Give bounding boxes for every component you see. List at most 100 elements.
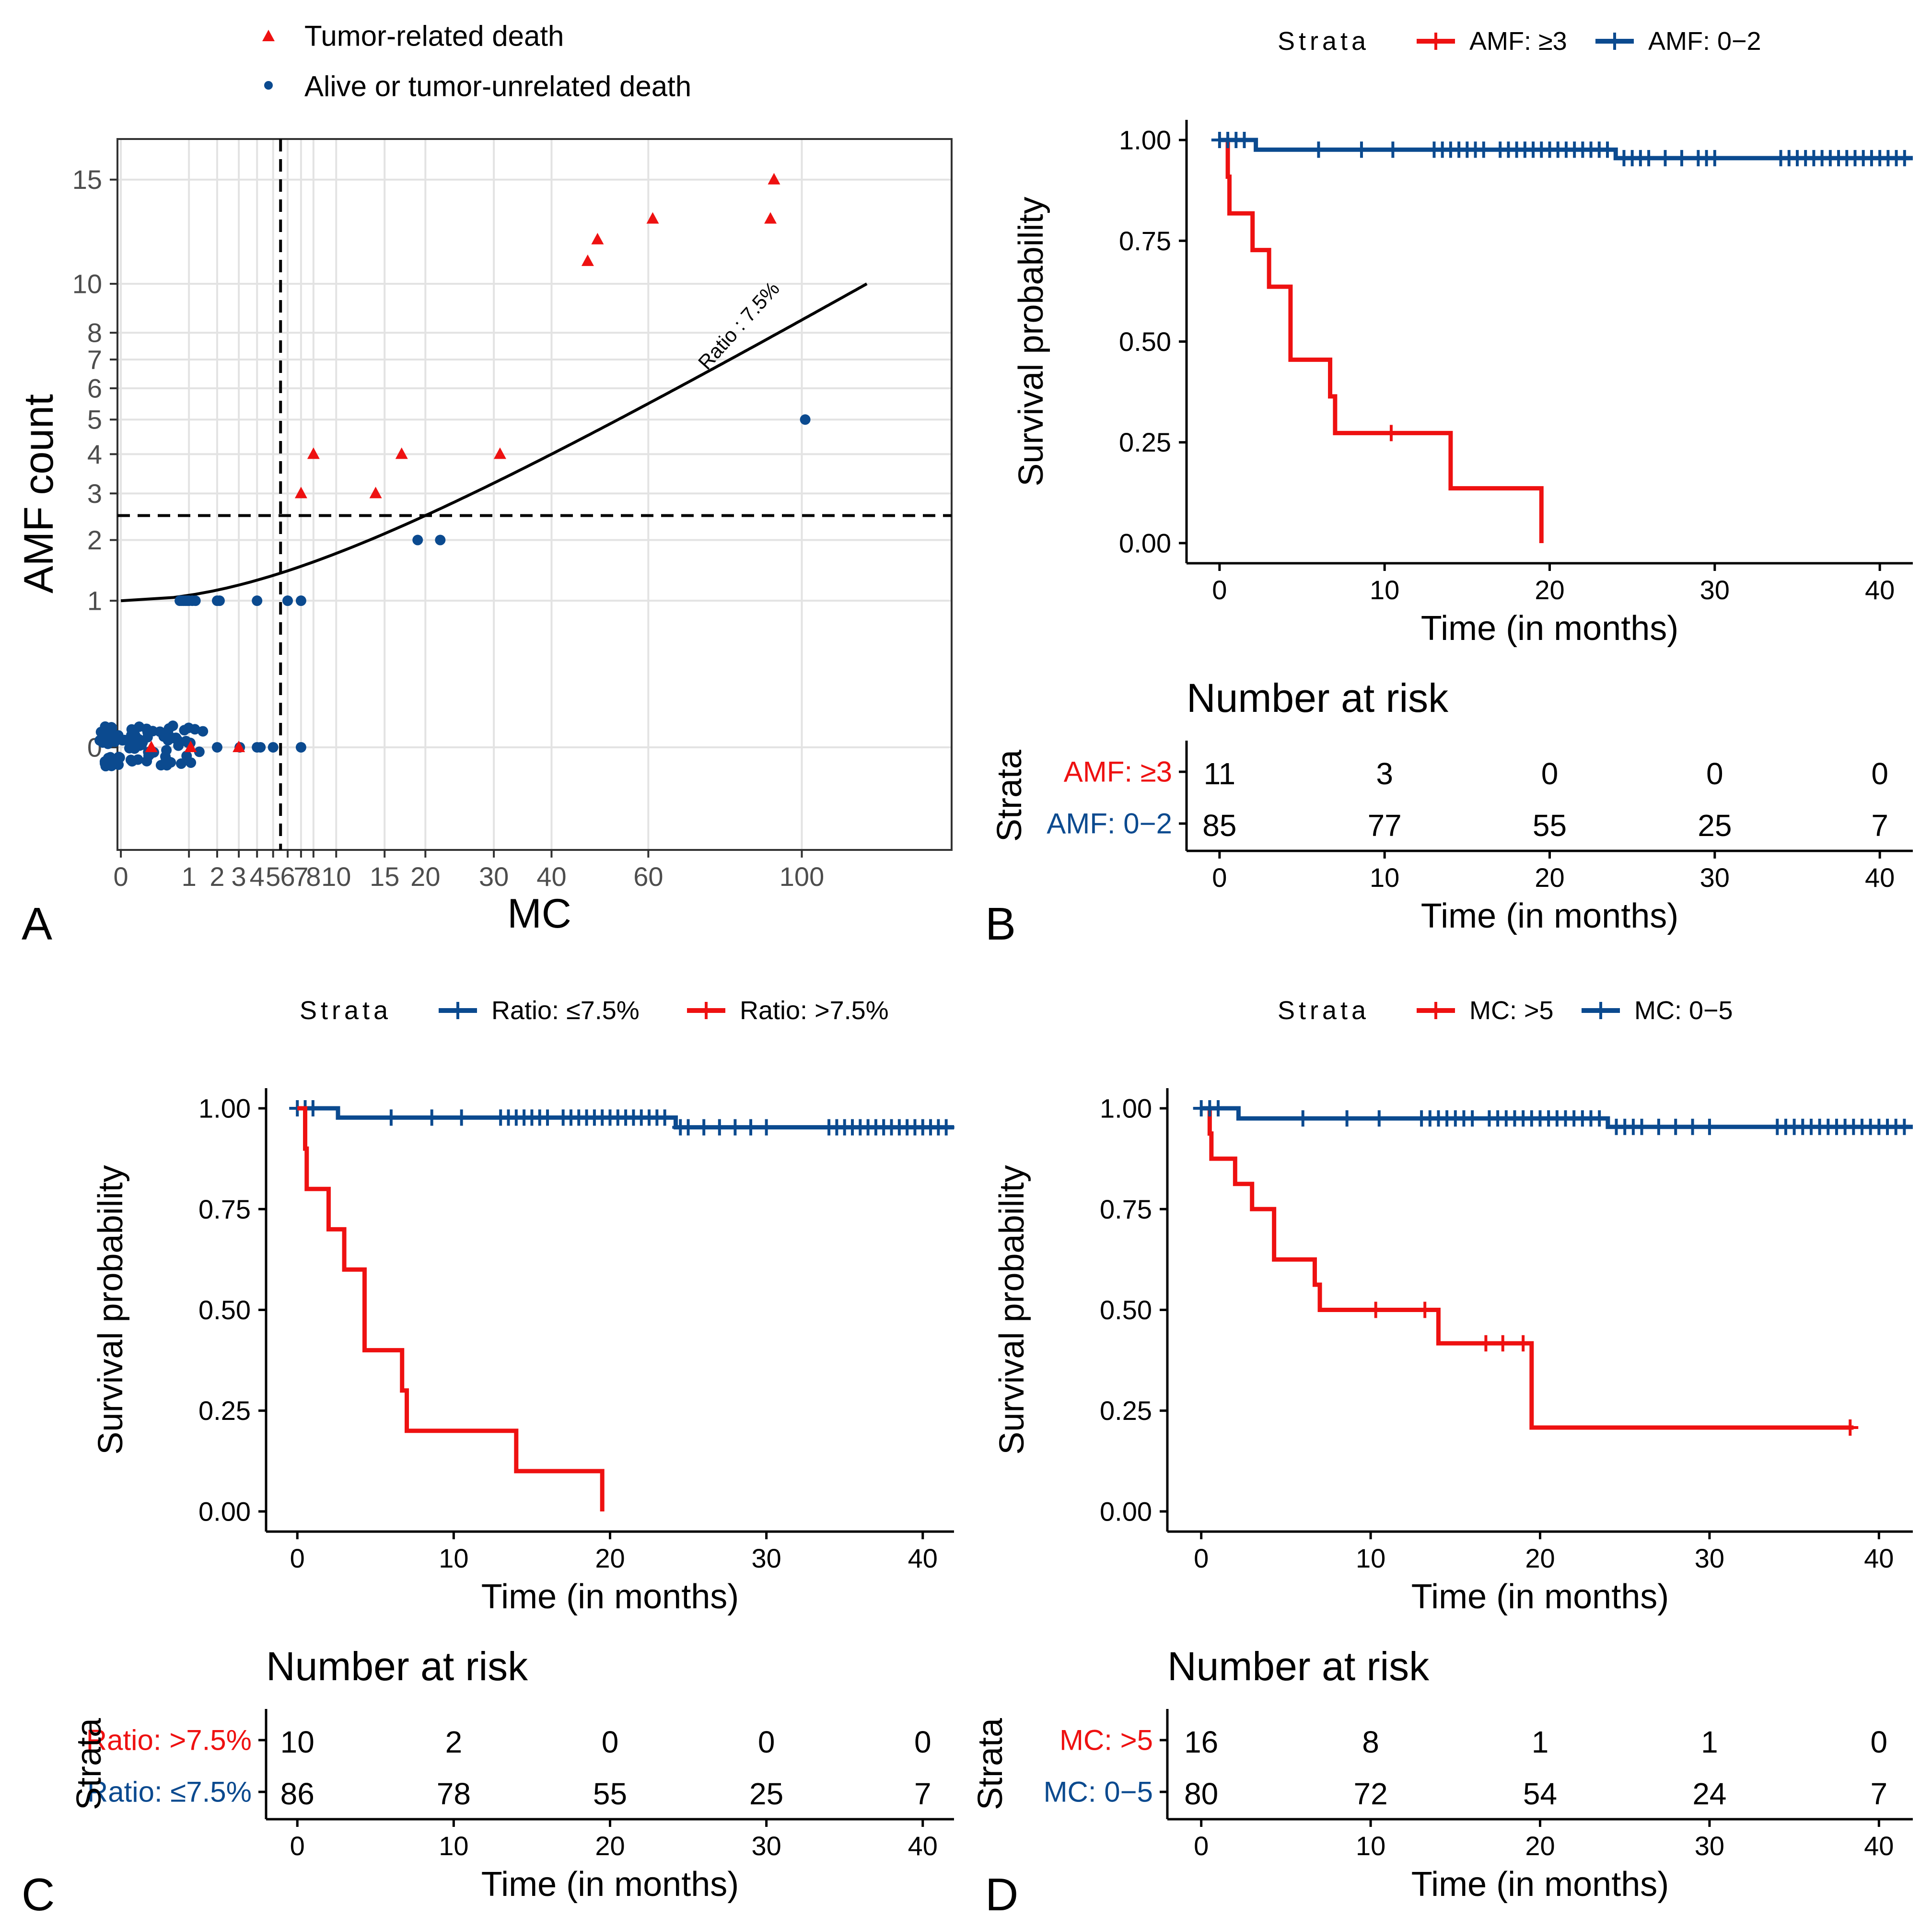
- censor-mark: [1684, 1118, 1701, 1135]
- y-tick-label: 0.25: [198, 1395, 251, 1426]
- censor-mark: [1599, 141, 1616, 158]
- legend-label-alive: Alive or tumor-unrelated death: [304, 70, 691, 103]
- risk-axis-title: Strata: [971, 1718, 1010, 1810]
- censor-mark: [1236, 132, 1253, 149]
- risk-count: 3: [1376, 756, 1393, 791]
- risk-x-tick-label: 30: [1695, 1831, 1724, 1861]
- legend-label: Ratio: ≤7.5%: [491, 996, 640, 1025]
- risk-row-label: MC: >5: [1059, 1724, 1153, 1756]
- legend-title: Strata: [300, 996, 392, 1025]
- y-tick-label: 15: [72, 164, 102, 195]
- alive-point: [117, 735, 128, 746]
- risk-count: 0: [1871, 756, 1888, 791]
- panel-label-d: D: [985, 1869, 1018, 1917]
- risk-table-title: Number at risk: [1167, 1644, 1430, 1689]
- censor-mark: [1383, 425, 1399, 441]
- x-tick-label: 10: [321, 861, 351, 892]
- tumor-death-point: [493, 447, 506, 459]
- y-tick-label: 0.75: [1119, 226, 1171, 256]
- y-tick-label: 0.50: [198, 1295, 251, 1325]
- risk-count: 16: [1184, 1725, 1218, 1759]
- alive-point: [211, 742, 222, 753]
- km-curve-red: [297, 1106, 605, 1511]
- alive-point: [94, 735, 105, 746]
- risk-x-tick-label: 10: [439, 1831, 468, 1861]
- legend-circle-icon: [264, 81, 273, 90]
- alive-point: [109, 736, 120, 747]
- y-tick-label: 1.00: [1119, 125, 1171, 155]
- alive-point: [190, 595, 201, 606]
- alive-point: [194, 746, 205, 757]
- y-tick-label: 0.50: [1119, 326, 1171, 357]
- risk-count: 7: [1871, 1777, 1888, 1811]
- x-tick-label: 10: [1370, 575, 1399, 605]
- censor-mark: [758, 1119, 775, 1136]
- y-tick-label: 8: [87, 318, 102, 348]
- censor-mark: [680, 1119, 697, 1136]
- x-axis-title: Time (in months): [1411, 1578, 1669, 1616]
- tumor-death-point: [768, 173, 780, 185]
- alive-point: [154, 726, 165, 737]
- alive-point: [282, 595, 293, 606]
- y-tick-label: 0.00: [1100, 1496, 1152, 1526]
- risk-x-tick-label: 10: [1370, 862, 1399, 893]
- legend-label-tumor: Tumor-related death: [304, 20, 564, 52]
- censor-mark: [1210, 1100, 1227, 1117]
- risk-count: 54: [1523, 1777, 1557, 1811]
- x-tick-label: 40: [536, 861, 566, 892]
- risk-count: 11: [1204, 756, 1235, 791]
- tumor-death-point: [369, 487, 382, 499]
- x-tick-label: 30: [1695, 1543, 1724, 1573]
- censor-mark: [1701, 1118, 1718, 1135]
- censor-mark: [1706, 150, 1723, 166]
- risk-count: 1: [1701, 1725, 1718, 1759]
- panel-d-km-mc: Strata MC: >5 MC: 0−5 0.00 0.25 0.50 0.75 1.00 0…: [971, 996, 1913, 1917]
- alive-point: [132, 754, 143, 765]
- risk-count: 1: [1532, 1725, 1549, 1759]
- censor-mark: [304, 1100, 321, 1117]
- alive-point: [252, 595, 263, 606]
- panel-label-c: C: [22, 1869, 55, 1917]
- alive-point: [295, 595, 306, 606]
- x-tick-label: 2: [209, 861, 224, 892]
- censor-mark: [1385, 141, 1401, 158]
- y-tick-label: 1.00: [1100, 1093, 1152, 1124]
- ratio-curve: [120, 282, 868, 603]
- risk-count: 2: [445, 1725, 463, 1759]
- y-axis-title: AMF count: [16, 394, 62, 593]
- alive-point: [126, 738, 137, 749]
- risk-count: 0: [1871, 1725, 1888, 1759]
- x-tick-label: 40: [1864, 1543, 1894, 1573]
- censor-mark: [727, 1119, 744, 1136]
- legend-censor-icon: [449, 1002, 466, 1019]
- tumor-death-point: [591, 232, 604, 244]
- risk-x-axis-title: Time (in months): [481, 1865, 739, 1904]
- x-tick-label: 10: [1356, 1543, 1385, 1573]
- x-tick-label: 60: [633, 861, 663, 892]
- censor-mark: [1515, 1335, 1532, 1352]
- risk-count: 7: [1871, 808, 1888, 843]
- risk-count: 55: [1533, 808, 1567, 843]
- risk-row-label: MC: 0−5: [1044, 1776, 1153, 1808]
- x-tick-label: 30: [479, 861, 509, 892]
- censor-mark: [1371, 1110, 1387, 1127]
- alive-point: [161, 744, 172, 755]
- tumor-death-point: [307, 447, 320, 459]
- x-tick-label: 100: [780, 861, 824, 892]
- legend-label: MC: >5: [1469, 996, 1554, 1025]
- y-axis-title: Survival probability: [993, 1165, 1031, 1454]
- x-tick-label: 6: [280, 861, 295, 892]
- risk-row-label: AMF: 0−2: [1047, 808, 1172, 840]
- risk-count: 7: [914, 1777, 931, 1811]
- legend-label: AMF: ≥3: [1469, 27, 1567, 56]
- x-tick-label: 20: [1535, 575, 1564, 605]
- alive-point: [134, 721, 145, 732]
- risk-count: 25: [1698, 808, 1732, 843]
- risk-row-label: Ratio: ≤7.5%: [87, 1776, 252, 1808]
- risk-count: 86: [280, 1777, 314, 1811]
- censor-mark: [1673, 150, 1690, 166]
- risk-x-tick-label: 20: [595, 1831, 625, 1861]
- risk-table-title: Number at risk: [266, 1644, 528, 1689]
- x-tick-label: 0: [114, 861, 128, 892]
- alive-point: [175, 758, 186, 769]
